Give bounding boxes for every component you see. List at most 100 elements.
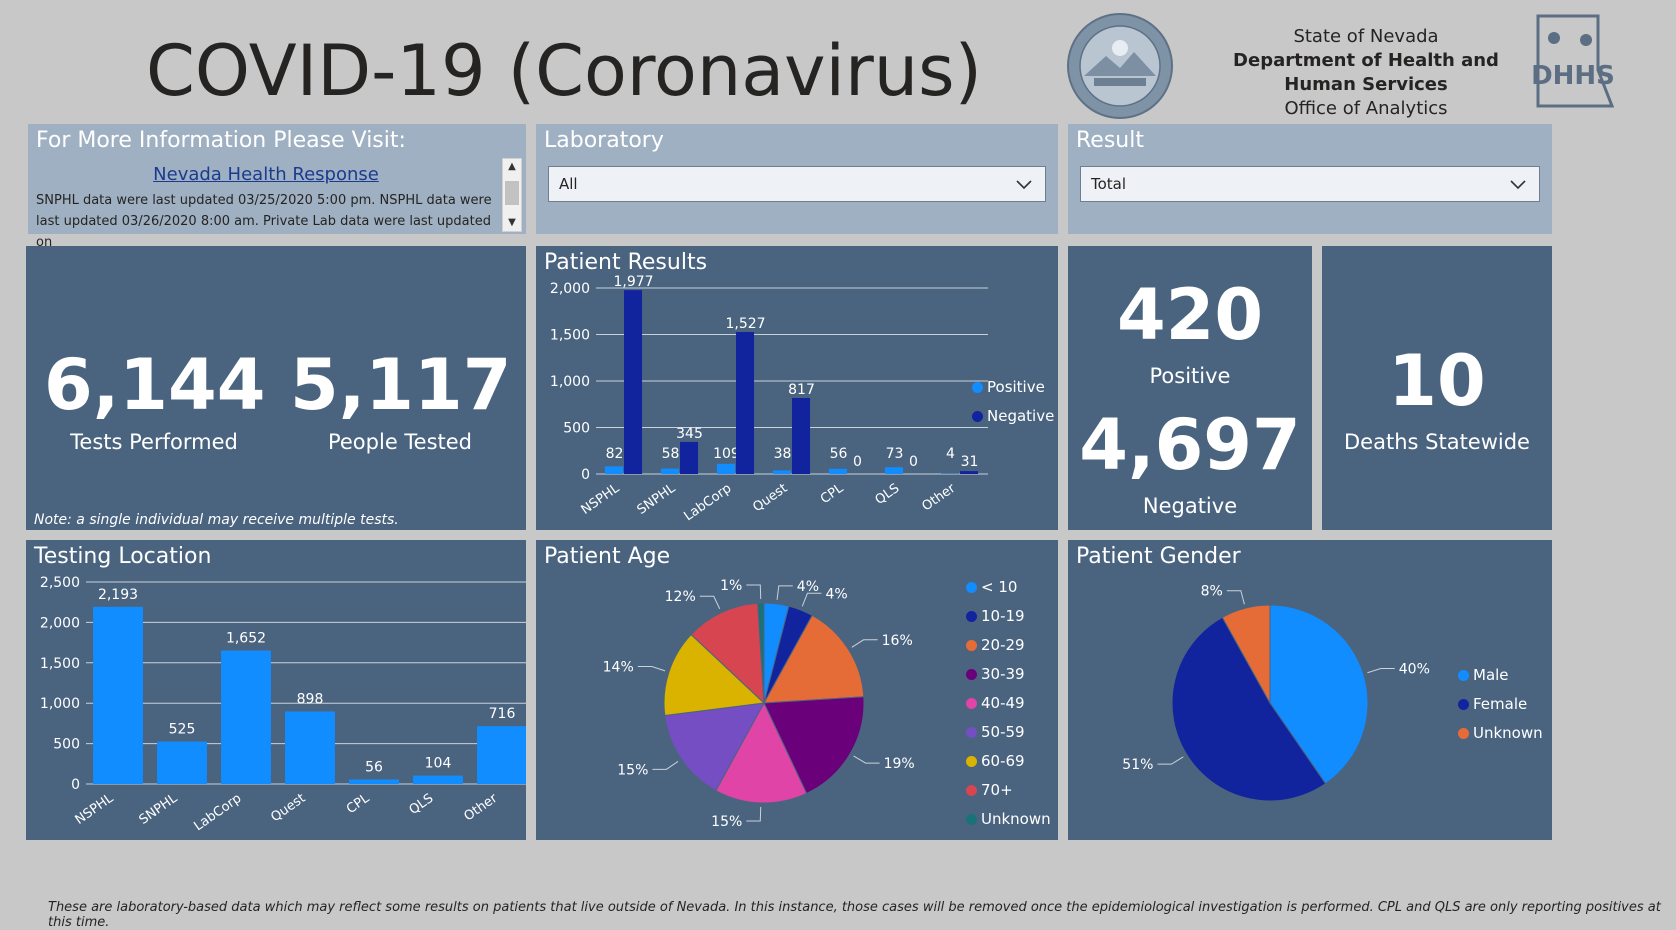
dhhs-logo-text: DHHS [1531, 61, 1615, 91]
legend-item[interactable]: 20-29 [966, 636, 1025, 654]
bar-negative [624, 290, 642, 474]
data-label: 1% [720, 578, 742, 594]
legend-item[interactable]: Unknown [1458, 724, 1543, 742]
x-tick-label: LabCorp [681, 481, 734, 524]
legend-negative[interactable]: Negative [972, 407, 1054, 425]
legend-item[interactable]: Unknown [966, 810, 1051, 828]
data-label: 31 [961, 454, 979, 470]
data-label: 15% [711, 814, 742, 830]
laboratory-dropdown[interactable]: All [548, 166, 1046, 202]
laboratory-dropdown-value: All [559, 175, 578, 193]
y-tick-label: 500 [53, 737, 80, 753]
legend-item[interactable]: 30-39 [966, 665, 1025, 683]
legend-dot-icon [966, 582, 977, 593]
org-state: State of Nevada [1216, 25, 1516, 49]
legend-item[interactable]: < 10 [966, 578, 1017, 596]
legend-label: Male [1473, 666, 1509, 684]
people-tested-value: 5,117 [290, 344, 510, 426]
leader-line [652, 761, 678, 769]
legend-label: Female [1473, 695, 1527, 713]
bar [477, 726, 526, 784]
legend-dot-icon [966, 756, 977, 767]
organization-block: State of Nevada Department of Health and… [1216, 25, 1516, 121]
legend-label: Unknown [1473, 724, 1543, 742]
x-tick-label: SNPHL [137, 791, 181, 828]
legend-label: 60-69 [981, 752, 1025, 770]
legend-negative-label: Negative [987, 407, 1054, 425]
bar-positive [773, 470, 791, 474]
legend-positive-label: Positive [987, 378, 1045, 396]
bar-positive [605, 466, 623, 474]
scroll-thumb[interactable] [505, 181, 519, 205]
data-label: 56 [830, 446, 848, 462]
x-tick-label: CPL [818, 481, 847, 508]
x-tick-label: Quest [750, 481, 790, 515]
legend-label: 70+ [981, 781, 1013, 799]
data-label: 4 [946, 446, 955, 462]
leader-line [1227, 591, 1245, 605]
bar-positive [885, 467, 903, 474]
bar [285, 711, 335, 784]
data-label: 16% [882, 633, 913, 649]
people-tested-label: People Tested [290, 430, 510, 454]
nevada-health-response-link[interactable]: Nevada Health Response [28, 164, 504, 185]
tests-performed-value: 6,144 [44, 344, 264, 426]
chevron-down-icon [1015, 175, 1033, 193]
legend-item[interactable]: 70+ [966, 781, 1013, 799]
y-tick-label: 1,500 [550, 328, 590, 344]
data-label: 716 [489, 706, 516, 722]
x-tick-label: LabCorp [191, 791, 244, 834]
legend-item[interactable]: 40-49 [966, 694, 1025, 712]
chevron-down-icon [1509, 175, 1527, 193]
bar-negative [960, 471, 978, 474]
data-label: 15% [617, 762, 648, 778]
y-tick-label: 500 [563, 421, 590, 437]
deaths-value: 10 [1322, 340, 1552, 422]
legend-label: 20-29 [981, 636, 1025, 654]
y-tick-label: 1,000 [40, 696, 80, 712]
leader-line [638, 667, 665, 671]
legend-item[interactable]: 60-69 [966, 752, 1025, 770]
data-label: 4% [825, 586, 847, 602]
update-info-text: SNPHL data were last updated 03/25/2020 … [36, 190, 500, 253]
result-dropdown[interactable]: Total [1080, 166, 1540, 202]
positive-value: 420 [1068, 274, 1312, 356]
legend-item[interactable]: 10-19 [966, 607, 1025, 625]
legend-label: 30-39 [981, 665, 1025, 683]
data-label: 38 [774, 446, 792, 462]
bar [157, 742, 207, 784]
info-scrollbar[interactable]: ▲ ▼ [502, 158, 522, 232]
data-label: 1,652 [226, 631, 266, 647]
x-tick-label: SNPHL [635, 481, 679, 518]
footer-disclaimer: These are laboratory-based data which ma… [48, 900, 1676, 930]
legend-dot-icon [966, 814, 977, 825]
dashboard-page: COVID-19 (Coronavirus) State of Nevada D… [16, 0, 1676, 922]
x-tick-label: NSPHL [579, 481, 623, 518]
legend-item[interactable]: Female [1458, 695, 1527, 713]
legend-dot-icon [966, 785, 977, 796]
legend-item[interactable]: Male [1458, 666, 1509, 684]
data-label: 12% [665, 589, 696, 605]
x-tick-label: Other [919, 481, 958, 515]
y-tick-label: 2,000 [550, 281, 590, 297]
scroll-up-icon[interactable]: ▲ [503, 159, 521, 175]
leader-line [1157, 757, 1183, 764]
org-department: Department of Health and [1216, 49, 1516, 73]
negative-dot-icon [972, 411, 983, 422]
data-label: 2,193 [98, 587, 138, 603]
x-tick-label: QLS [407, 791, 437, 818]
legend-positive[interactable]: Positive [972, 378, 1045, 396]
legend-dot-icon [966, 727, 977, 738]
deaths-card: 10 Deaths Statewide [1322, 246, 1552, 530]
data-label: 525 [169, 722, 196, 738]
legend-dot-icon [1458, 728, 1469, 739]
result-filter-panel: Result Total [1068, 124, 1552, 234]
x-tick-label: Other [461, 791, 500, 825]
scroll-down-icon[interactable]: ▼ [503, 215, 521, 231]
bar [221, 651, 271, 784]
patient-gender-chart: 40%51%8% [1068, 540, 1552, 840]
info-panel: For More Information Please Visit: Nevad… [28, 124, 526, 234]
legend-item[interactable]: 50-59 [966, 723, 1025, 741]
